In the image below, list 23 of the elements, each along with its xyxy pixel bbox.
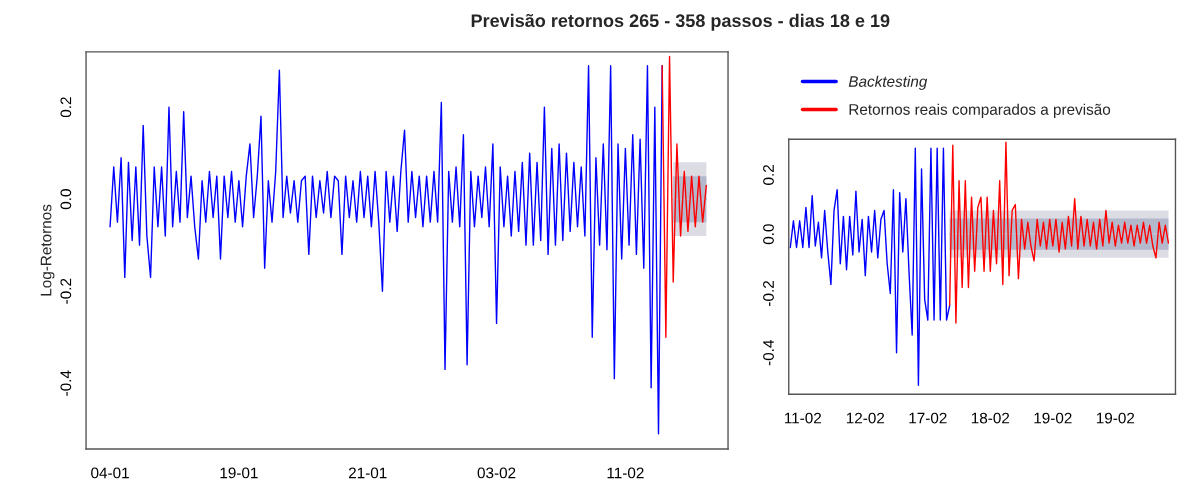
- x-tick-label: 04-01: [91, 467, 129, 479]
- y-tick-label: -0.2: [763, 281, 774, 306]
- x-tick-label: 03-02: [477, 467, 516, 479]
- x-tick-label: 11-02: [607, 467, 644, 479]
- y-tick-label: -0.4: [763, 340, 774, 366]
- x-tick-label: 12-02: [846, 412, 885, 424]
- x-tick-label: 21-01: [348, 467, 387, 479]
- y-tick-label: 0.0: [763, 224, 774, 245]
- y-tick-label: -0.2: [60, 278, 72, 304]
- x-tick-label: 19-01: [220, 467, 258, 479]
- y-tick-label: 0.2: [60, 97, 72, 118]
- legend-label: Retornos reais comparados a previsão: [849, 103, 1111, 118]
- x-tick-label: 11-02: [784, 412, 821, 424]
- x-tick-label: 17-02: [909, 412, 947, 424]
- y-axis-title: Log-Retornos: [40, 204, 55, 296]
- chart-title: Previsão retornos 265 - 358 passos - dias 18 e 19: [471, 13, 890, 31]
- legend-label: Backtesting: [848, 75, 928, 90]
- y-tick-label: 0.2: [763, 165, 774, 185]
- x-tick-label: 18-02: [971, 412, 1010, 424]
- x-tick-label: 19-02: [1034, 412, 1072, 424]
- y-tick-label: -0.4: [60, 370, 72, 396]
- x-tick-label: 19-02: [1096, 412, 1135, 424]
- y-tick-label: 0.0: [60, 189, 72, 210]
